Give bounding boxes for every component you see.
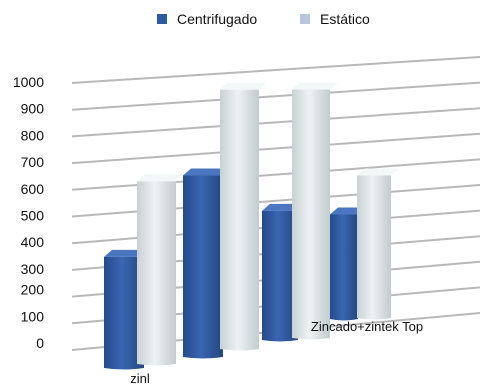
gridline [71, 107, 481, 138]
y-tick-label: 500 [21, 208, 45, 224]
category-labels: zinl Zincado+zintek Top [130, 319, 423, 385]
y-tick-label: 100 [21, 308, 45, 324]
bar-centrifugado-top [183, 168, 231, 176]
gridline [71, 132, 481, 165]
bar-estatico [220, 89, 259, 351]
bar-estatico [357, 175, 391, 320]
bar-centrifugado [183, 175, 223, 359]
bar-estatico-top [220, 82, 267, 90]
gridline [71, 158, 481, 191]
gridline [71, 81, 481, 111]
legend: Centrifugado Estático [0, 11, 483, 31]
x-category-label: Zincado+zintek Top [311, 319, 423, 334]
bar-estatico [292, 89, 330, 340]
x-category-label: zinl [130, 371, 150, 385]
bar-estatico-top [292, 82, 338, 90]
bar-estatico-top [137, 174, 184, 182]
y-tick-label: 0 [36, 335, 44, 351]
y-tick-label: 900 [21, 101, 45, 117]
bar-estatico [137, 181, 176, 366]
y-tick-label: 600 [21, 181, 45, 197]
bar-centrifugado [104, 256, 144, 370]
y-tick-label: 1000 [13, 74, 44, 90]
y-tick-label: 300 [21, 261, 45, 277]
legend-swatch-estatico [300, 14, 310, 24]
y-tick-label: 800 [21, 127, 45, 143]
legend-swatch-centrifugado [157, 14, 167, 24]
bar-estatico-top [357, 168, 399, 176]
legend-label-centrifugado: Centrifugado [177, 11, 258, 27]
gridline [71, 56, 481, 84]
y-tick-label: 700 [21, 154, 45, 170]
bar-centrifugado [330, 214, 358, 321]
bar-centrifugado [262, 210, 298, 342]
legend-label-estatico: Estático [320, 11, 370, 27]
bars [104, 82, 399, 370]
y-tick-label: 400 [21, 234, 45, 250]
y-tick-label: 200 [21, 282, 45, 298]
